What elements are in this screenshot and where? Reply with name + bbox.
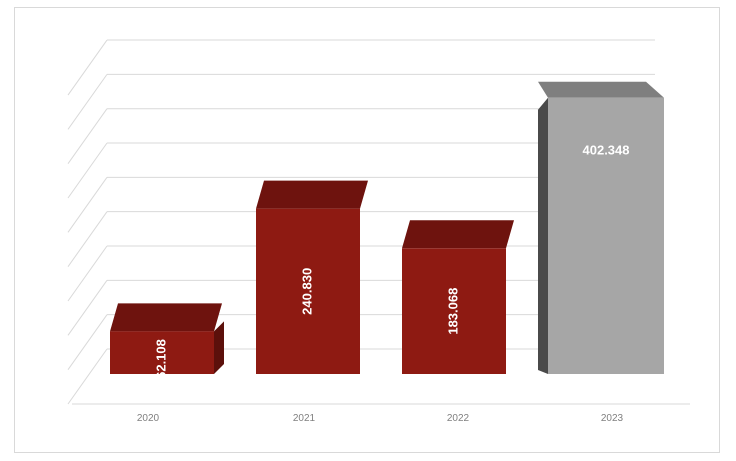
bars: 62.108 240.830 183.068 402.348 (110, 81, 664, 379)
data-label: 183.068 (445, 288, 460, 335)
gridline-side (67, 348, 108, 405)
gridline-side (67, 108, 108, 164)
bar-side-face (538, 97, 548, 374)
x-tick-label: 2022 (447, 413, 470, 424)
data-label: 240.830 (299, 268, 314, 315)
bar-front-face (256, 208, 360, 374)
data-label: 402.348 (583, 143, 630, 158)
gridline-side (67, 280, 108, 336)
gridline-side (67, 314, 108, 370)
gridline-side (67, 245, 108, 302)
bar-front-face (110, 331, 214, 374)
x-tick-label: 2021 (293, 413, 316, 424)
bar-2023: 402.348 (538, 81, 664, 374)
bar-side-face (214, 321, 224, 374)
bar-top-face (110, 303, 222, 332)
data-label: 62.108 (153, 339, 168, 379)
bar-2021: 240.830 (256, 180, 368, 374)
bar-front-face (548, 97, 664, 374)
bar-top-face (256, 180, 368, 209)
gridline-side (67, 74, 108, 130)
gridline-side (67, 142, 108, 199)
gridline-side (67, 211, 108, 267)
gridline-side (67, 177, 108, 233)
bar-2020: 62.108 (110, 303, 224, 379)
x-tick-label: 2020 (137, 413, 160, 424)
x-axis-ticks: 2020 2021 2022 2023 (137, 413, 624, 424)
bar-front-face (402, 248, 506, 374)
bar-2022: 183.068 (402, 220, 514, 374)
bar-top-face (538, 81, 664, 98)
gridline-side (67, 39, 108, 96)
x-tick-label: 2023 (601, 413, 624, 424)
bar-top-face (402, 220, 514, 249)
